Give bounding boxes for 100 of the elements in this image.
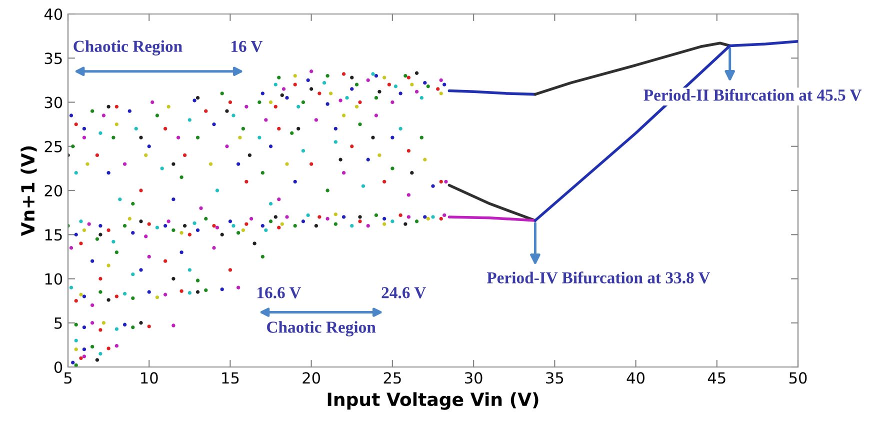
- point: [293, 224, 297, 228]
- point: [199, 206, 203, 210]
- point: [390, 220, 394, 224]
- point: [382, 180, 386, 184]
- point: [439, 180, 443, 184]
- point: [426, 216, 430, 221]
- point: [264, 228, 268, 232]
- point: [74, 338, 78, 342]
- point: [410, 82, 414, 86]
- point: [350, 76, 354, 80]
- point: [128, 216, 132, 221]
- point: [122, 224, 127, 228]
- point: [280, 222, 284, 226]
- point: [241, 126, 246, 131]
- point: [366, 158, 370, 162]
- point: [114, 294, 119, 298]
- point: [180, 175, 184, 180]
- point: [172, 276, 176, 281]
- point: [426, 84, 430, 88]
- point: [431, 215, 435, 219]
- point: [220, 232, 224, 236]
- point: [95, 153, 100, 158]
- point: [114, 344, 119, 348]
- point: [79, 356, 83, 360]
- point: [114, 327, 119, 331]
- point: [404, 222, 408, 226]
- point: [131, 325, 135, 330]
- point: [382, 216, 386, 221]
- point: [212, 122, 216, 126]
- point: [252, 242, 256, 246]
- point: [342, 171, 346, 175]
- point: [334, 126, 338, 131]
- point: [258, 136, 262, 140]
- y-tick-label: 20: [44, 184, 62, 197]
- point: [378, 90, 382, 94]
- point: [79, 220, 83, 224]
- point: [204, 216, 208, 221]
- point: [180, 289, 184, 293]
- point: [172, 162, 176, 166]
- y-tick-label: 5: [54, 318, 62, 329]
- x-tick-label: 30: [465, 372, 482, 384]
- point: [87, 222, 91, 226]
- point: [188, 268, 192, 272]
- point: [188, 118, 192, 122]
- point: [98, 328, 102, 332]
- point: [406, 76, 411, 80]
- point: [334, 222, 338, 226]
- point: [260, 92, 265, 96]
- point: [366, 224, 370, 228]
- annotation: 16 V: [231, 40, 263, 52]
- point: [244, 222, 248, 226]
- point: [244, 180, 248, 184]
- point: [350, 224, 354, 228]
- point: [95, 358, 100, 362]
- point: [131, 231, 135, 235]
- point: [155, 295, 160, 300]
- point: [398, 213, 402, 218]
- point: [358, 122, 362, 126]
- point: [378, 153, 382, 158]
- y-axis-title: Vn+1 (V): [20, 146, 37, 236]
- point: [131, 202, 135, 206]
- point: [82, 294, 86, 298]
- x-tick-label: 50: [789, 372, 807, 384]
- point: [258, 100, 262, 104]
- y-tick-label: 10: [45, 273, 62, 285]
- point: [423, 158, 427, 162]
- point: [98, 352, 102, 356]
- point: [406, 215, 411, 219]
- point: [228, 100, 232, 104]
- point: [82, 136, 86, 140]
- point: [374, 96, 378, 100]
- point: [382, 222, 386, 226]
- point: [172, 228, 176, 232]
- y-tick-label: 35: [44, 52, 62, 64]
- point: [69, 286, 74, 290]
- point: [160, 166, 164, 170]
- point: [128, 109, 132, 113]
- point: [122, 292, 127, 296]
- y-tick-label: 30: [44, 96, 62, 108]
- point: [326, 188, 330, 192]
- point: [334, 140, 338, 144]
- point: [436, 87, 440, 91]
- point: [74, 122, 78, 126]
- point: [406, 148, 411, 153]
- point: [260, 254, 265, 259]
- point: [293, 180, 297, 184]
- point: [374, 114, 378, 118]
- point: [314, 224, 318, 228]
- point: [196, 228, 200, 232]
- point: [244, 104, 248, 108]
- point: [301, 100, 306, 104]
- point: [215, 226, 220, 230]
- point: [277, 226, 281, 230]
- point: [301, 148, 306, 153]
- point: [249, 216, 254, 221]
- point: [82, 228, 86, 232]
- point: [301, 220, 306, 224]
- point: [139, 321, 143, 325]
- point: [439, 78, 443, 82]
- point: [241, 228, 246, 232]
